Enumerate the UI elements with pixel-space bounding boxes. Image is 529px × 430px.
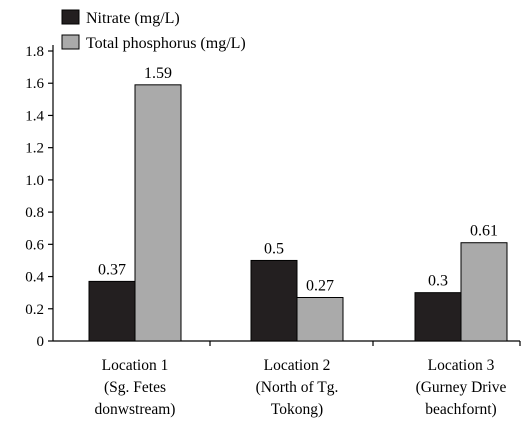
- y-tick-label: 1.0: [25, 173, 44, 189]
- category-label: (Gurney Drive: [416, 379, 507, 396]
- bar-total-phosphorus: [460, 242, 508, 342]
- y-tick-label: 1.4: [25, 108, 44, 124]
- category-label: (Sg. Fetes: [104, 379, 166, 396]
- legend-swatch-total-phosphorus: [61, 34, 80, 50]
- data-label: 0.61: [470, 223, 498, 240]
- category-label: beachfornt): [425, 401, 496, 418]
- data-label: 0.5: [264, 240, 284, 257]
- y-tick-label: 0.6: [25, 237, 44, 253]
- y-tick-label: 1.6: [25, 76, 44, 92]
- data-label: 0.3: [428, 273, 448, 290]
- bar-total-phosphorus: [296, 297, 344, 342]
- legend-label: Nitrate (mg/L): [86, 10, 180, 27]
- category-label: Location 2: [264, 357, 331, 374]
- y-tick-label: 1.2: [25, 141, 44, 157]
- bar-nitrate: [414, 292, 462, 342]
- bar-total-phosphorus: [134, 84, 182, 342]
- data-label: 1.59: [144, 65, 172, 82]
- category-label: (North of Tg.: [256, 379, 339, 396]
- legend-swatch-nitrate: [61, 9, 80, 25]
- category-label: Location 3: [428, 357, 495, 374]
- bar-nitrate: [88, 280, 136, 342]
- bar-nitrate: [250, 259, 298, 342]
- data-label: 0.37: [98, 261, 126, 278]
- category-label: Tokong): [271, 401, 323, 418]
- legend-label: Total phosphorus (mg/L): [86, 35, 246, 52]
- y-tick-label: 0: [37, 334, 45, 350]
- category-label: donwstream): [95, 401, 176, 418]
- y-tick-label: 1.8: [25, 44, 44, 60]
- data-label: 0.27: [306, 278, 334, 295]
- y-tick-label: 0.2: [25, 302, 44, 318]
- y-tick-label: 0.8: [25, 205, 44, 221]
- y-tick-label: 0.4: [25, 270, 44, 286]
- category-label: Location 1: [102, 357, 169, 374]
